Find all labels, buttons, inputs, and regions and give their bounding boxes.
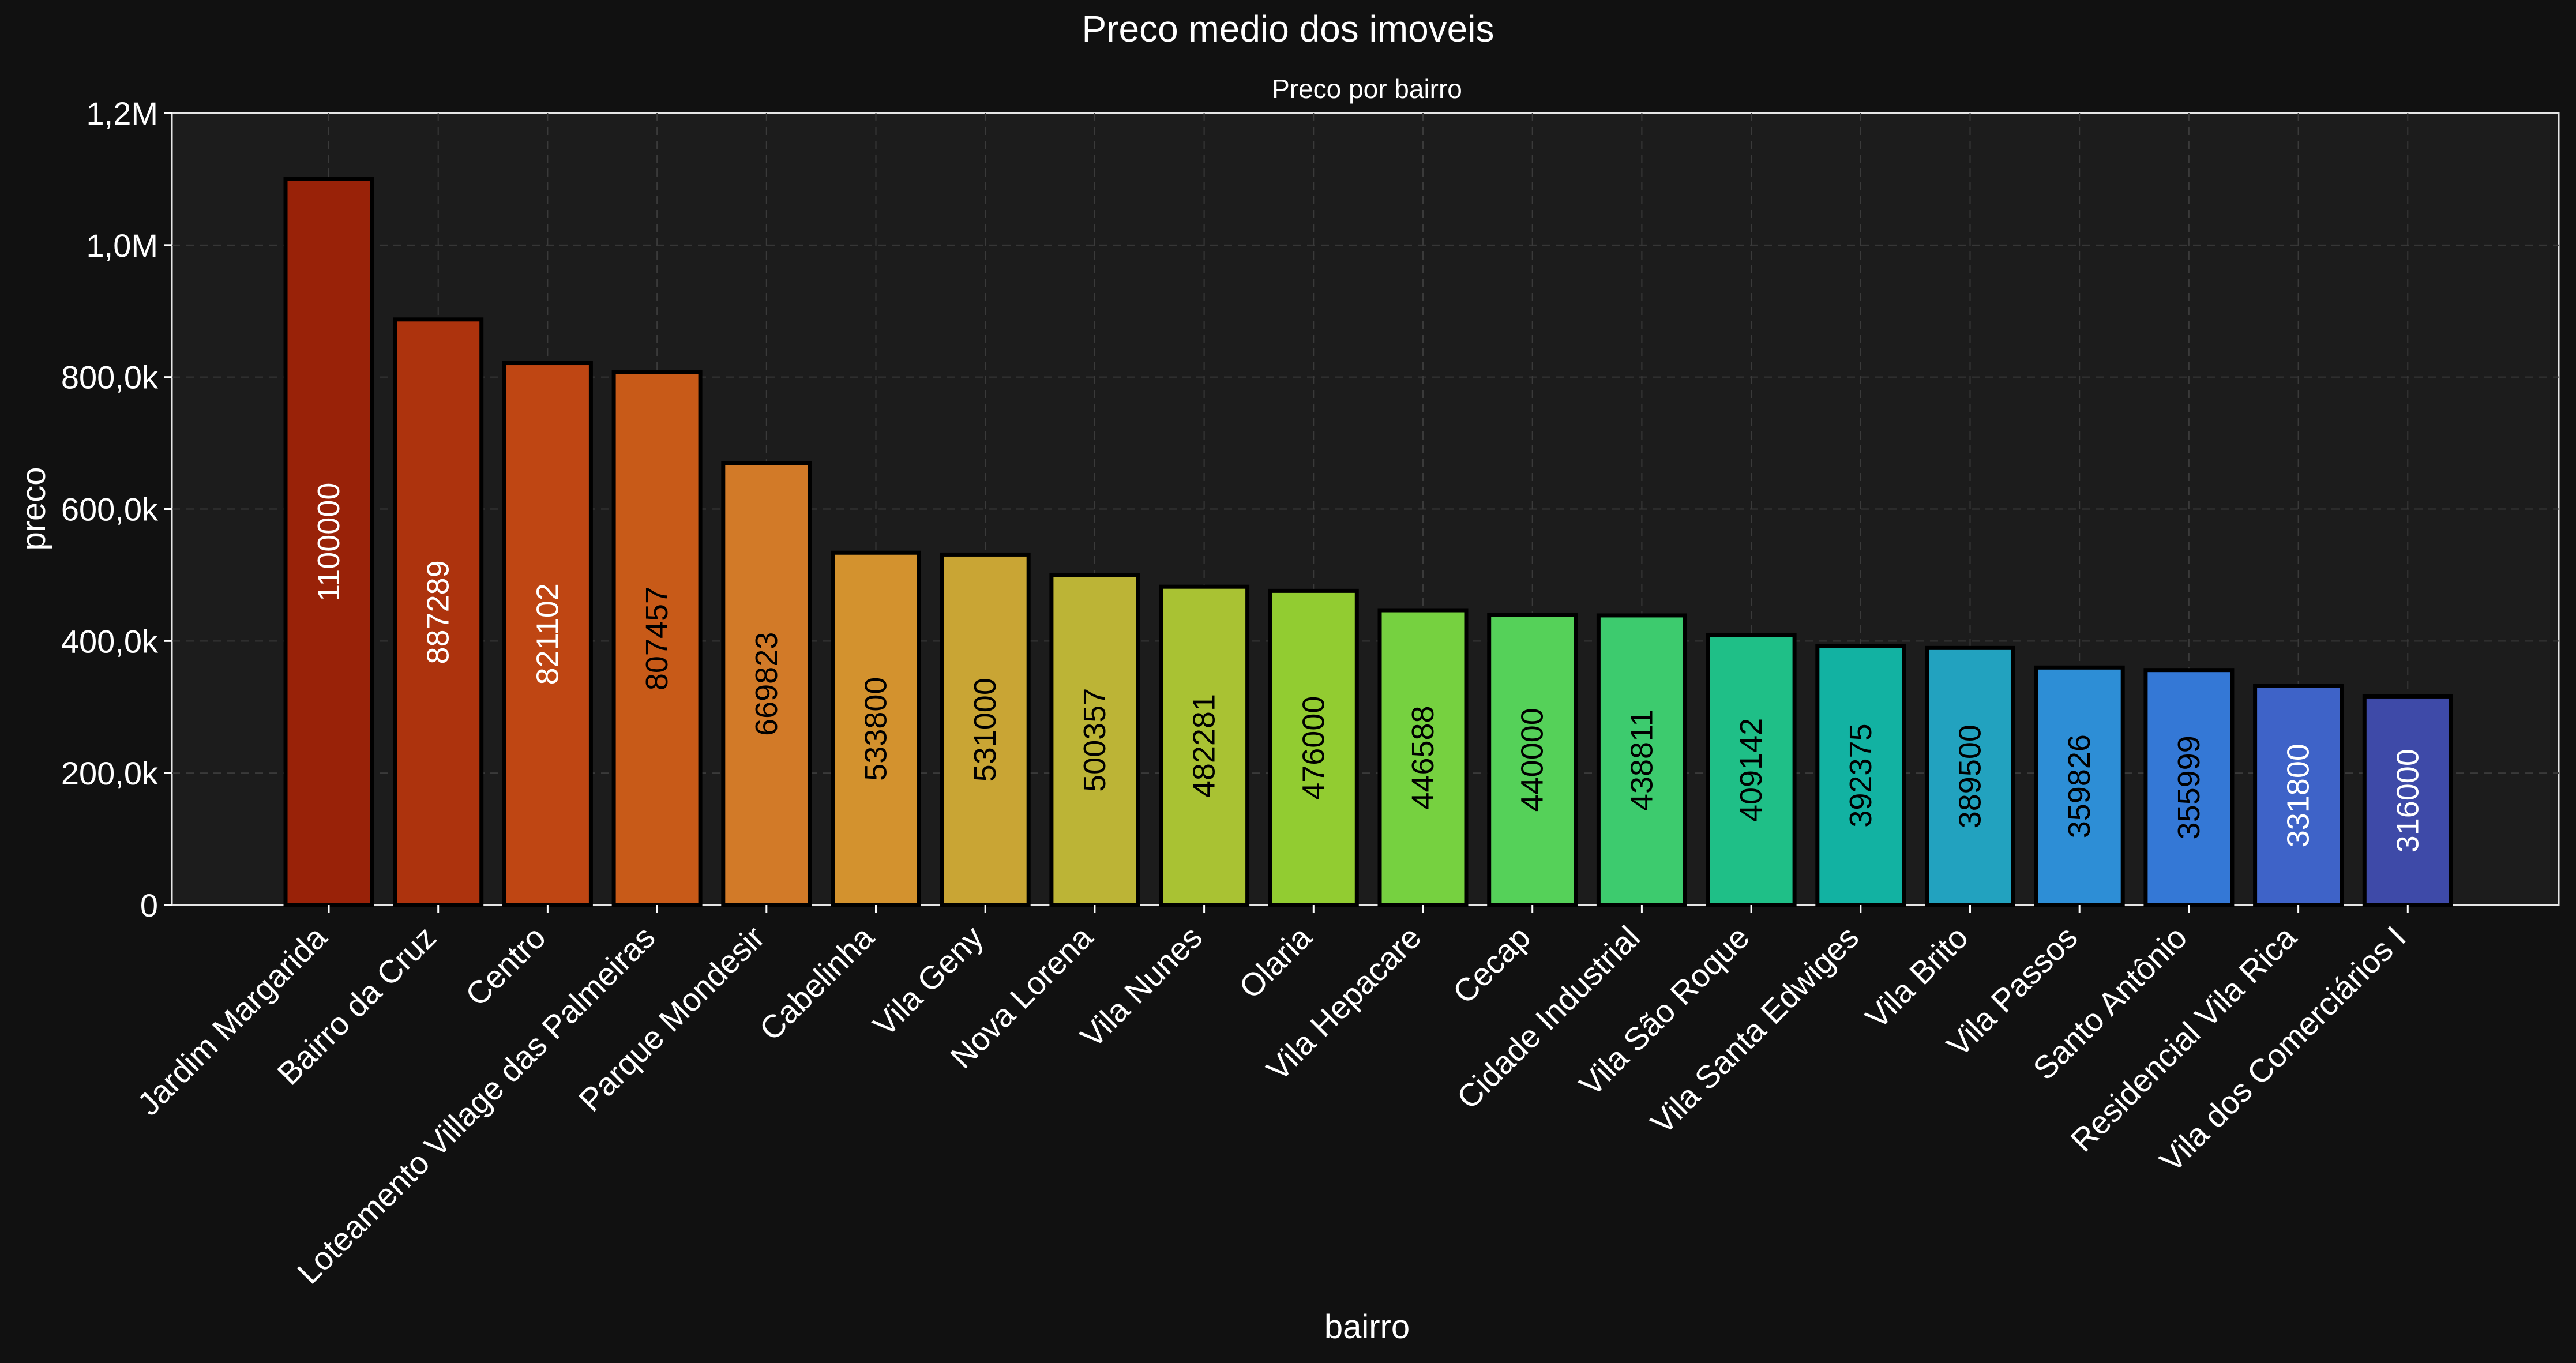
bar-13	[1596, 613, 1687, 907]
bar-value-label: 807457	[640, 587, 674, 690]
bar-value-label: 409142	[1734, 718, 1768, 822]
bar-value-label: 669823	[749, 632, 784, 736]
grid-lines	[172, 113, 2559, 905]
bar-value-label: 355999	[2172, 735, 2206, 839]
bar-value-label: 476000	[1296, 696, 1331, 800]
bar-5	[721, 461, 812, 907]
y-tick-label: 1,2M	[87, 95, 159, 132]
bar-value-label: 389500	[1953, 724, 1988, 828]
bar-7	[940, 552, 1031, 907]
bar-18	[2143, 668, 2235, 907]
y-tick-label: 0	[140, 887, 158, 923]
x-axis-label: bairro	[1324, 1308, 1410, 1346]
bar-2	[393, 317, 484, 907]
bar-20	[2362, 694, 2453, 907]
y-tick-label: 800,0k	[61, 359, 159, 396]
bar-3	[502, 361, 593, 907]
y-tick-label: 1,0M	[87, 227, 159, 264]
bar-value-label: 531000	[968, 678, 1002, 782]
y-tick-label: 400,0k	[61, 623, 159, 659]
bar-19	[2253, 684, 2344, 907]
bar-16	[1925, 645, 2015, 907]
bar-1	[283, 177, 374, 907]
bar-11	[1377, 608, 1469, 907]
bar-value-label: 440000	[1515, 708, 1550, 812]
bar-value-label: 500357	[1077, 688, 1112, 792]
y-axis-label: preco	[15, 467, 52, 550]
bar-value-label: 331800	[2281, 744, 2316, 847]
bar-value-label: 392375	[1843, 723, 1878, 827]
bar-value-label: 1100000	[311, 483, 346, 602]
bar-value-label: 316000	[2390, 749, 2425, 853]
chart-suptitle: Preco medio dos imoveis	[1082, 8, 1494, 50]
bar-4	[611, 370, 703, 907]
bar-6	[831, 550, 921, 907]
y-axis: 0 200,0k 400,0k 600,0k 800,0k 1,0M 1,2M	[61, 95, 172, 923]
bar-value-label: 359826	[2062, 734, 2097, 838]
chart-title: Preco por bairro	[1272, 74, 1462, 104]
y-tick-label: 600,0k	[61, 491, 159, 528]
bar-9	[1159, 584, 1250, 907]
bar-value-label: 533800	[859, 677, 893, 781]
bar-value-label: 446588	[1406, 705, 1440, 809]
bar-value-label: 438811	[1624, 709, 1659, 811]
bar-value-label: 821102	[530, 583, 565, 685]
bar-10	[1268, 588, 1359, 907]
bars: 1100000 887289 821102 807457 669823 533800 531…	[283, 177, 2453, 907]
bar-value-label: 887289	[421, 560, 456, 664]
bar-value-label: 482281	[1187, 694, 1222, 798]
y-tick-label: 200,0k	[61, 755, 159, 791]
